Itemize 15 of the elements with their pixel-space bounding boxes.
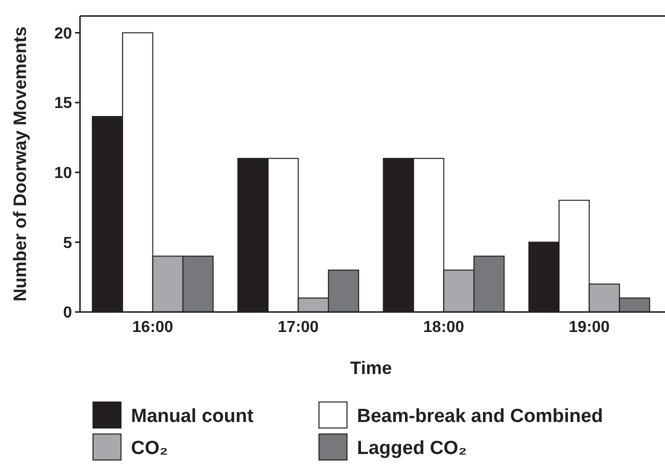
x-axis-title: Time bbox=[350, 358, 392, 378]
legend-label: Manual count bbox=[131, 406, 254, 427]
x-tick-label: 17:00 bbox=[278, 319, 319, 336]
y-tick-label: 0 bbox=[63, 304, 72, 322]
x-tick-label: 18:00 bbox=[423, 319, 464, 336]
y-tick-label: 15 bbox=[54, 95, 72, 112]
legend-label: Lagged CO₂ bbox=[357, 438, 467, 459]
x-tick-label: 16:00 bbox=[132, 319, 174, 336]
legend-label: CO₂ bbox=[131, 438, 168, 459]
y-axis-title: Number of Doorway Movements bbox=[10, 26, 30, 302]
x-tick-label: 19:00 bbox=[568, 319, 610, 336]
legend-label: Beam-break and Combined bbox=[357, 406, 603, 427]
y-tick-label: 5 bbox=[63, 234, 72, 252]
y-tick-label: 10 bbox=[54, 164, 72, 182]
y-tick-label: 20 bbox=[54, 25, 72, 42]
